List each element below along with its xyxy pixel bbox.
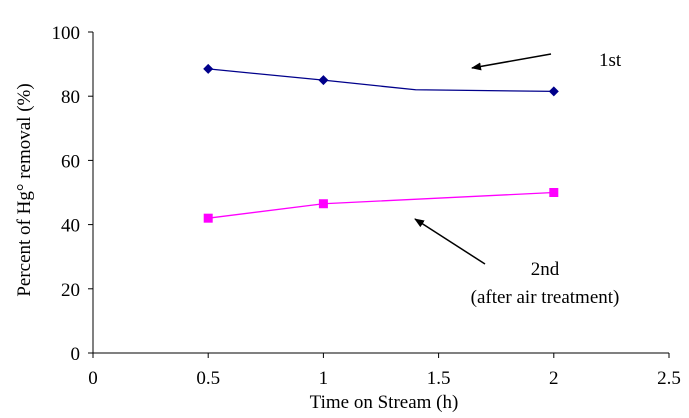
data-point-diamond — [548, 86, 559, 97]
tick-labels: 0 20 40 60 80 100 0 0.5 1 1.5 2 2.5 — [52, 23, 681, 389]
data-point-square — [549, 188, 559, 197]
series-layer — [203, 63, 559, 223]
y-tick-label: 100 — [52, 23, 81, 44]
y-axis-label: Percent of Hg° removal (%) — [14, 83, 35, 296]
x-tick-label: 2 — [549, 368, 559, 389]
data-point-diamond — [318, 75, 329, 86]
annotation-2nd-subtitle: (after air treatment) — [471, 287, 620, 308]
x-tick-label: 1.5 — [427, 368, 451, 389]
y-tick-label: 60 — [61, 151, 80, 172]
y-tick-label: 0 — [71, 344, 81, 365]
annotation-2nd: 2nd — [531, 259, 560, 280]
annotation-1st: 1st — [599, 50, 622, 71]
annotations — [414, 53, 552, 265]
y-tick-label: 80 — [61, 87, 80, 108]
data-point-square — [318, 199, 328, 209]
x-tick-label: 2.5 — [657, 368, 681, 389]
series-line — [208, 68, 554, 93]
y-tick-label: 20 — [61, 280, 80, 301]
x-tick-label: 0 — [88, 368, 98, 389]
data-point-diamond — [203, 63, 214, 74]
x-axis-label: Time on Stream (h) — [310, 392, 459, 413]
axes — [88, 31, 670, 358]
series-1 — [203, 63, 559, 97]
series-line — [208, 191, 554, 219]
data-point-square — [203, 213, 213, 223]
annotation-arrow-1st — [471, 53, 552, 71]
x-tick-label: 1 — [319, 368, 329, 389]
y-tick-label: 40 — [61, 216, 80, 237]
x-tick-label: 0.5 — [196, 368, 220, 389]
annotation-arrow-2nd — [414, 218, 486, 265]
series-2 — [203, 188, 559, 223]
